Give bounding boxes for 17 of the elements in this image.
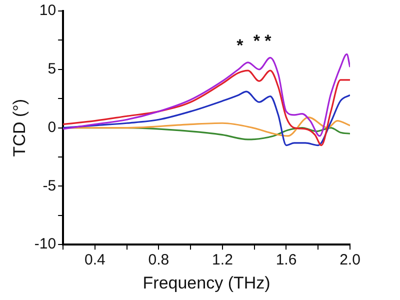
line-series bbox=[63, 90, 350, 146]
x-tick-label: 1.6 bbox=[276, 252, 297, 269]
annotation: * * bbox=[253, 31, 272, 50]
x-tick-label: 1.2 bbox=[212, 252, 233, 269]
line-series bbox=[63, 70, 350, 146]
x-tick-label: 2.0 bbox=[340, 252, 360, 269]
y-tick-label: 5 bbox=[48, 60, 56, 78]
line-series bbox=[63, 53, 350, 137]
x-axis-title: Frequency (THz) bbox=[142, 273, 270, 292]
y-tick-label: -5 bbox=[42, 177, 56, 194]
annotation: * bbox=[236, 36, 244, 56]
x-tick-label: 0.4 bbox=[84, 252, 106, 269]
y-tick-label: 0 bbox=[48, 118, 56, 136]
y-axis-title: TCD (°) bbox=[10, 98, 29, 157]
y-tick-label: 10 bbox=[39, 2, 56, 20]
y-tick-label: -10 bbox=[34, 236, 56, 253]
x-tick-label: 0.8 bbox=[148, 252, 170, 269]
